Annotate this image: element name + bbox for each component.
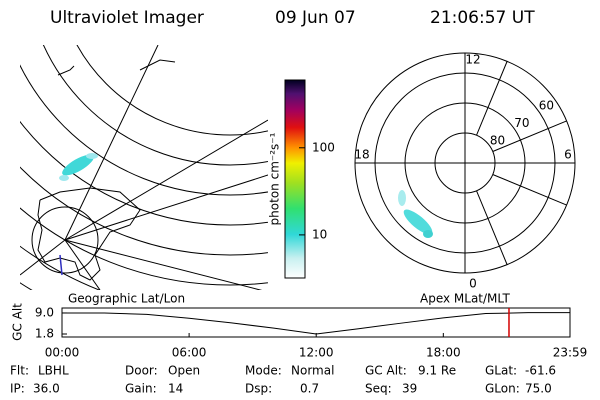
alt-plot-frame <box>61 307 571 338</box>
time: 21:06:57 UT <box>430 8 535 28</box>
footer-value: LBHL <box>38 364 69 378</box>
footer-value: 75.0 <box>525 382 552 396</box>
footer-value: Open <box>168 364 200 378</box>
x-tick-label: 06:00 <box>172 346 207 360</box>
lat-label: 60 <box>539 98 554 112</box>
y-tick-label: 9.0 <box>35 305 54 319</box>
mlt-line <box>492 174 567 206</box>
footer-label: IP: <box>10 382 25 396</box>
footer-value: 9.1 Re <box>418 364 456 378</box>
alt-line <box>62 312 571 335</box>
lat-circle <box>434 132 496 194</box>
date: 09 Jun 07 <box>275 8 356 28</box>
mlt-label: 18 <box>354 148 369 162</box>
colorbar <box>284 79 306 279</box>
footer-label: Door: <box>125 364 158 378</box>
mlt-label: 6 <box>564 148 572 162</box>
x-tick-label: 00:00 <box>45 346 80 360</box>
lat-label: 80 <box>490 133 505 147</box>
footer-value: 0.7 <box>300 382 319 396</box>
footer-value: -61.6 <box>525 364 556 378</box>
colorbar-tick-label: 100 <box>312 140 335 154</box>
footer-label: Gain: <box>125 382 157 396</box>
x-tick-label: 18:00 <box>426 346 461 360</box>
footer-label: Seq: <box>365 382 392 396</box>
mlt-line <box>476 190 508 265</box>
footer-label: Flt: <box>10 364 29 378</box>
polar-aurora <box>398 190 433 238</box>
lat-label: 70 <box>514 116 529 130</box>
footer-value: 36.0 <box>33 382 60 396</box>
lat-circle <box>404 102 526 224</box>
footer-value: 39 <box>402 382 417 396</box>
footer-value: 14 <box>168 382 183 396</box>
left-title: Geographic Lat/Lon <box>68 292 185 306</box>
colorbar-tick-label: 10 <box>312 227 327 241</box>
mlt-line <box>476 61 508 136</box>
colorbar-label: photon cm⁻²s⁻¹ <box>268 132 282 225</box>
right-title: Apex MLat/MLT <box>420 292 510 306</box>
mlt-label: 0 <box>469 277 477 291</box>
y-tick-label: 1.8 <box>35 326 54 340</box>
x-tick-label: 23:59 <box>553 346 588 360</box>
x-tick-label: 12:00 <box>299 346 334 360</box>
footer-label: Dsp: <box>245 382 272 396</box>
y-axis-label: GC Alt <box>11 303 25 341</box>
footer-label: GLon: <box>485 382 520 396</box>
footer-label: Mode: <box>245 364 282 378</box>
geo-map <box>20 45 268 290</box>
footer-label: GC Alt: <box>365 364 407 378</box>
mlt-line <box>492 120 567 152</box>
footer-label: GLat: <box>485 364 517 378</box>
lat-circle <box>374 72 556 254</box>
mlt-label: 12 <box>465 53 480 67</box>
title: Ultraviolet Imager <box>50 8 204 28</box>
polar-map <box>354 52 576 274</box>
footer-value: Normal <box>291 364 334 378</box>
